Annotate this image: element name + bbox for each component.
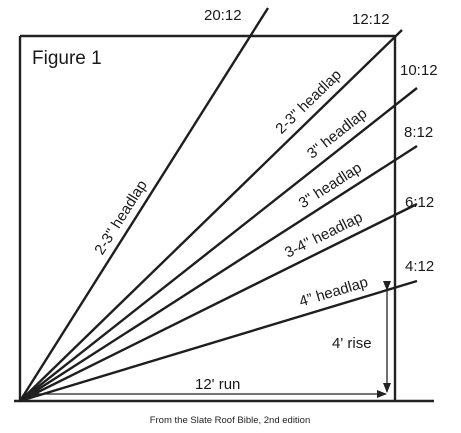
headlap-label-20-12: 2-3" headlap: [91, 177, 151, 258]
slope-label-20-12: 20:12: [204, 7, 242, 24]
slope-label-10-12: 10:12: [400, 62, 438, 79]
slope-label-12-12: 12:12: [352, 11, 390, 28]
figure-title: Figure 1: [32, 48, 102, 69]
pitch-line-12-12: [19, 29, 403, 402]
slope-label-8-12: 8:12: [404, 124, 433, 141]
figure-credit: From the Slate Roof Bible, 2nd edition: [150, 415, 311, 426]
slope-label-6-12: 6:12: [405, 194, 434, 211]
run-label: 12' run: [195, 376, 240, 393]
pitch-line-4-12: [19, 279, 418, 403]
pitch-line-20-12: [18, 7, 270, 402]
pitch-line-10-12: [19, 87, 418, 402]
rise-label: 4' rise: [332, 335, 372, 352]
slope-label-4-12: 4:12: [405, 258, 434, 275]
pitch-line-8-12: [19, 144, 418, 403]
pitch-line-6-12: [19, 202, 418, 403]
